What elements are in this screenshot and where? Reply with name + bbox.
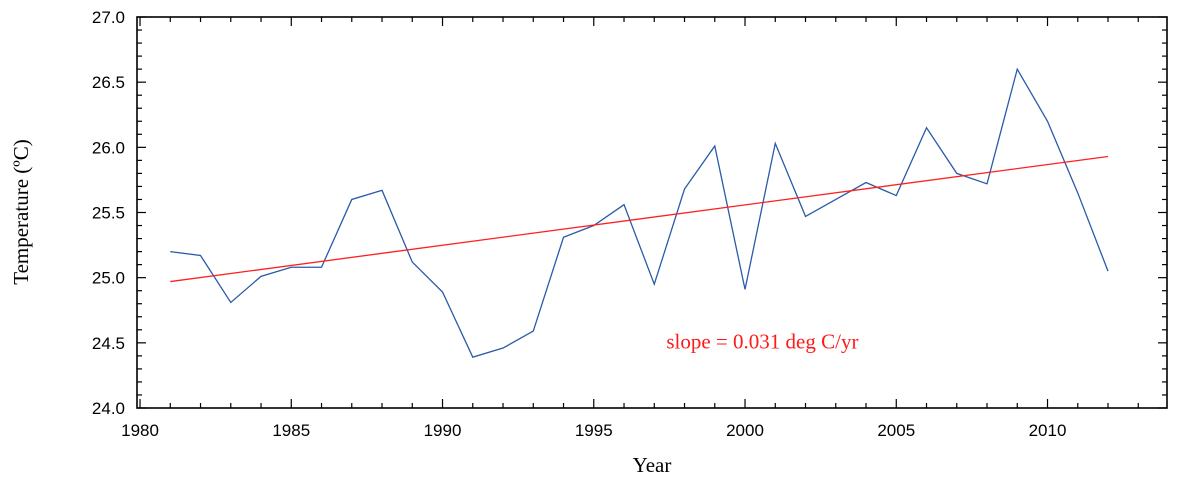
series-layer	[170, 67, 1109, 358]
x-tick-label: 1985	[272, 421, 310, 440]
y-tick-label: 24.0	[92, 399, 125, 418]
y-tick-label: 25.0	[92, 269, 125, 288]
x-tick-label: 2005	[877, 421, 915, 440]
slope-annotation: slope = 0.031 deg C/yr	[666, 330, 858, 354]
x-tick-label: 1980	[121, 421, 159, 440]
y-tick-label: 25.5	[92, 204, 125, 223]
x-tick-label: 1990	[424, 421, 462, 440]
y-tick-label: 24.5	[92, 334, 125, 353]
y-tick-label: 27.0	[92, 8, 125, 27]
x-tick-label: 1995	[575, 421, 613, 440]
tick-marks	[137, 16, 1167, 409]
temperature-series-line	[170, 67, 1109, 358]
x-tick-label: 2000	[726, 421, 764, 440]
x-axis-title: Year	[633, 453, 672, 477]
trend-line	[170, 155, 1109, 283]
y-tick-label: 26.0	[92, 138, 125, 157]
x-tick-label: 2010	[1029, 421, 1067, 440]
plot-frame	[136, 16, 1168, 409]
x-tick-labels: 1980 1985 1990 1995 2000 2005 2010	[121, 421, 1066, 440]
y-axis-title: Temperature (ºC)	[9, 139, 33, 285]
y-tick-label: 26.5	[92, 73, 125, 92]
y-tick-labels: 24.0 24.5 25.0 25.5 26.0 26.5 27.0	[92, 8, 125, 418]
